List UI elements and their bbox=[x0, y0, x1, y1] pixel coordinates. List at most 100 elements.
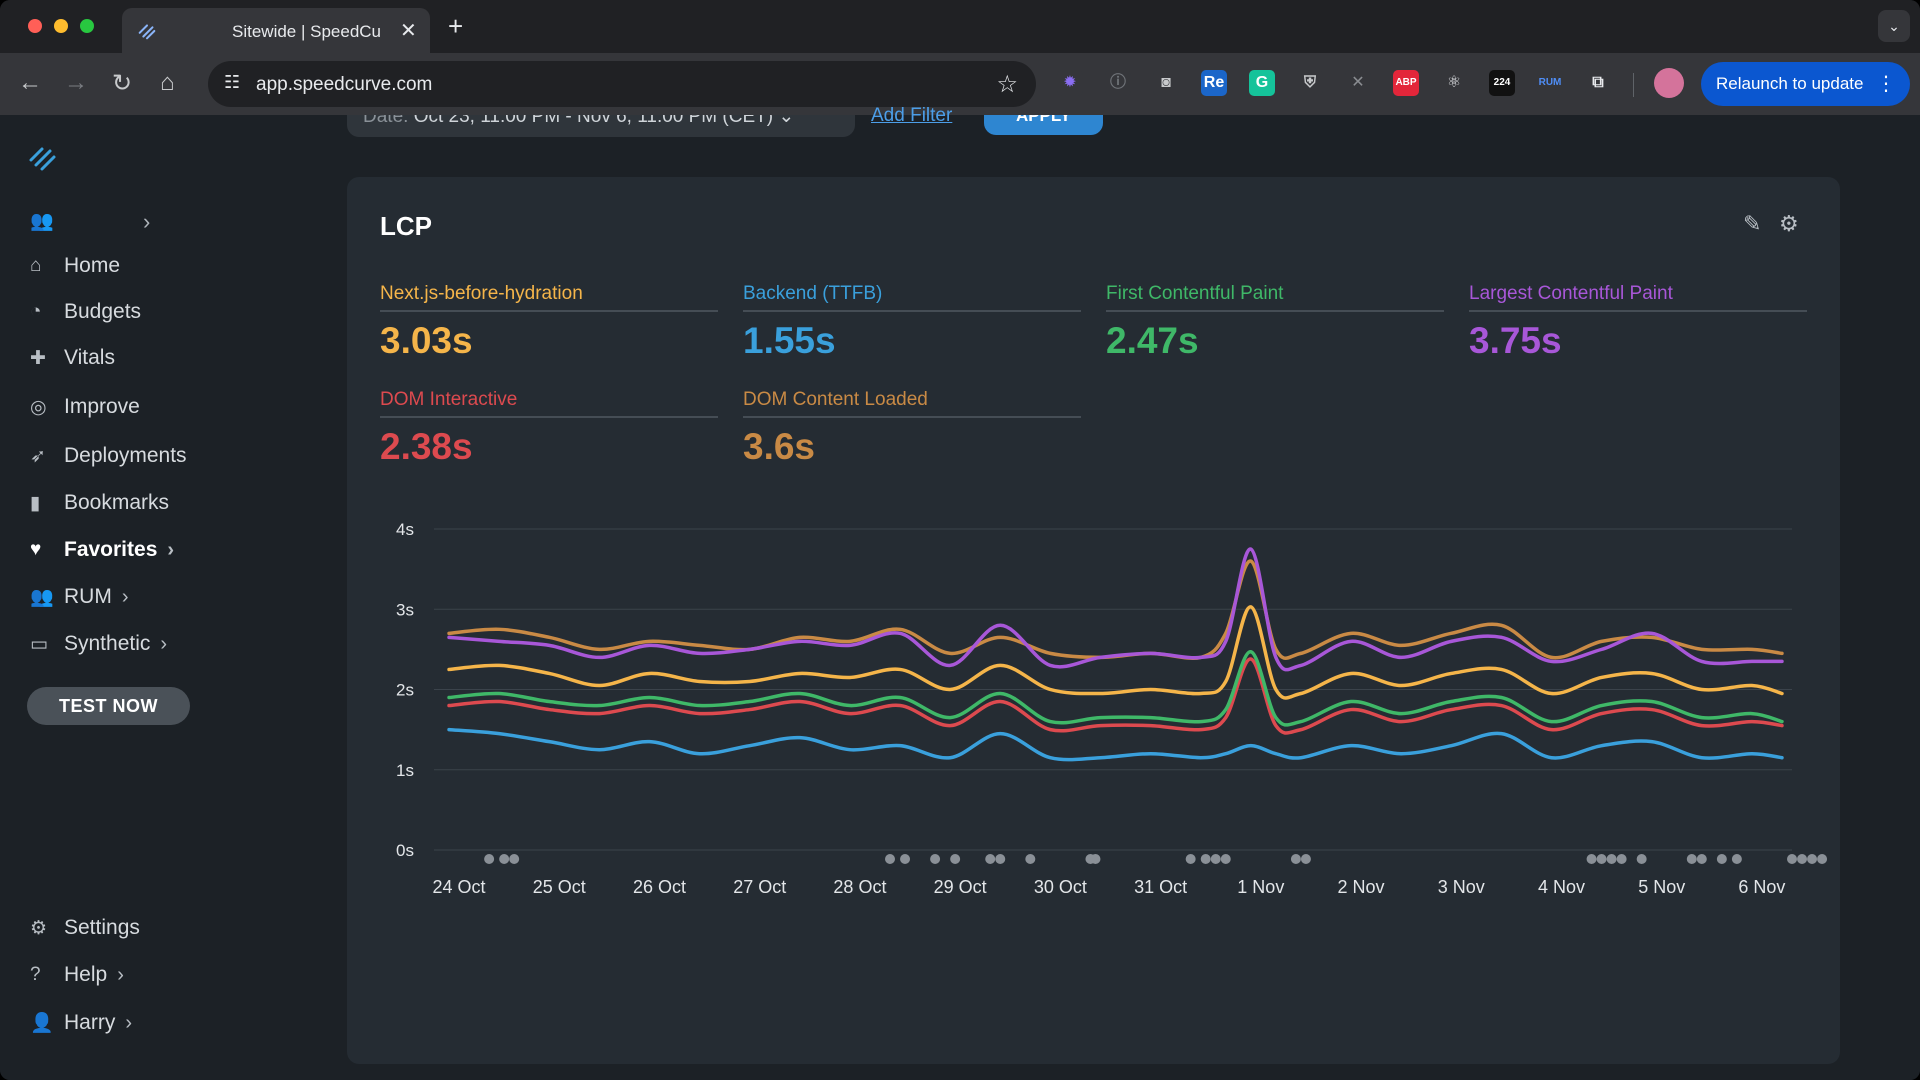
deployment-marker[interactable] bbox=[1290, 854, 1301, 864]
series-line-dom-interactive[interactable] bbox=[447, 657, 1784, 735]
tab-search-icon[interactable]: ⌄ bbox=[1878, 10, 1910, 42]
sidebar-item-label: Vitals bbox=[64, 346, 115, 369]
minimize-window-button[interactable] bbox=[54, 19, 68, 33]
deployment-marker[interactable] bbox=[985, 854, 996, 864]
deployment-marker[interactable] bbox=[1797, 854, 1808, 864]
chevron-right-icon: › bbox=[160, 632, 168, 655]
gear-extension-icon[interactable]: ✹ bbox=[1057, 70, 1083, 96]
relaunch-button[interactable]: Relaunch to update ⋮ bbox=[1701, 62, 1910, 106]
deployment-marker[interactable] bbox=[484, 854, 495, 864]
info-extension-icon[interactable]: ⓘ bbox=[1105, 70, 1131, 96]
new-tab-icon[interactable]: + bbox=[448, 11, 464, 41]
test-now-button[interactable]: TEST NOW bbox=[27, 687, 190, 725]
x-tick-label: 29 Oct bbox=[934, 877, 987, 897]
deployment-marker[interactable] bbox=[1210, 854, 1221, 864]
sidebar-item-user[interactable]: 👤 Harry › bbox=[30, 1006, 132, 1040]
deployment-marker[interactable] bbox=[1807, 854, 1818, 864]
react-extension-icon[interactable]: ⚛ bbox=[1441, 70, 1467, 96]
deployment-marker[interactable] bbox=[1817, 854, 1828, 864]
inp-extension-icon[interactable]: 224 bbox=[1489, 70, 1515, 96]
deployment-marker[interactable] bbox=[995, 854, 1006, 864]
sidebar-item-label: Favorites bbox=[64, 538, 158, 561]
sidebar-item-label: Budgets bbox=[64, 300, 142, 323]
puzzle-extension-icon[interactable]: ⧉ bbox=[1585, 70, 1611, 96]
sidebar-item-favorites[interactable]: ♥ Favorites › bbox=[30, 533, 174, 567]
pen-extension-icon[interactable]: ✕ bbox=[1345, 70, 1371, 96]
site-settings-icon[interactable]: ☷ bbox=[224, 72, 241, 92]
forward-arrow-icon[interactable]: → bbox=[64, 69, 88, 96]
adblock-extension-icon[interactable]: ABP bbox=[1393, 70, 1419, 96]
gear-icon[interactable]: ⚙ bbox=[1779, 211, 1799, 236]
profile-avatar[interactable] bbox=[1654, 68, 1684, 98]
grammarly-extension-icon[interactable]: G bbox=[1249, 70, 1275, 96]
deployment-marker[interactable] bbox=[1616, 854, 1627, 864]
speedcurve-logo-icon[interactable] bbox=[26, 141, 58, 173]
camera-extension-icon[interactable]: ◙ bbox=[1153, 70, 1179, 96]
deployment-marker[interactable] bbox=[1606, 854, 1617, 864]
sidebar-item-label: Harry bbox=[64, 1011, 116, 1034]
team-switcher[interactable]: 👥 › bbox=[30, 209, 160, 239]
sidebar-item-improve[interactable]: ◎ Improve bbox=[30, 390, 140, 424]
add-filter-link[interactable]: Add Filter bbox=[871, 105, 953, 126]
deployment-marker[interactable] bbox=[1596, 854, 1607, 864]
deployment-marker[interactable] bbox=[499, 854, 510, 864]
maximize-window-button[interactable] bbox=[80, 19, 94, 33]
sidebar-item-bookmarks[interactable]: ▮ Bookmarks bbox=[30, 486, 169, 520]
apply-button[interactable]: APPLY bbox=[984, 115, 1103, 135]
series-line-backend-ttfb[interactable] bbox=[447, 727, 1784, 762]
deployment-marker[interactable] bbox=[1185, 854, 1196, 864]
deployment-marker[interactable] bbox=[930, 854, 941, 864]
pencil-icon[interactable]: ✎ bbox=[1743, 211, 1762, 236]
sidebar-item-rum[interactable]: 👥 RUM › bbox=[30, 580, 129, 614]
more-menu-icon[interactable]: ⋮ bbox=[1876, 73, 1896, 95]
sidebar-item-vitals[interactable]: ✚ Vitals bbox=[30, 341, 115, 375]
deployment-marker[interactable] bbox=[950, 854, 961, 864]
sidebar-item-home[interactable]: ⌂ Home bbox=[30, 249, 120, 283]
deployment-marker[interactable] bbox=[1636, 854, 1647, 864]
date-filter[interactable]: Date: Oct 23, 11:00 PM - Nov 6, 11:00 PM… bbox=[347, 115, 855, 137]
chevron-down-icon: ⌄ bbox=[778, 115, 795, 127]
bookmark-star-icon[interactable]: ☆ bbox=[996, 71, 1018, 98]
url-text[interactable]: app.speedcurve.com bbox=[256, 74, 433, 95]
x-tick-label: 24 Oct bbox=[433, 877, 486, 897]
re-extension-icon[interactable]: Re bbox=[1201, 70, 1227, 96]
chevron-right-icon: › bbox=[121, 585, 129, 608]
y-tick-label: 3s bbox=[396, 600, 414, 619]
sidebar-item-label: Help bbox=[64, 963, 108, 986]
deployment-marker[interactable] bbox=[1686, 854, 1697, 864]
sidebar-item-help[interactable]: ? Help › bbox=[30, 958, 124, 992]
browser-tab[interactable]: Sitewide | SpeedCurve ✕ bbox=[122, 8, 430, 53]
close-window-button[interactable] bbox=[28, 19, 42, 33]
series-line-first-contentful-paint[interactable] bbox=[447, 650, 1784, 727]
sidebar-item-synthetic[interactable]: ▭ Synthetic › bbox=[30, 627, 167, 661]
deployment-marker[interactable] bbox=[1731, 854, 1742, 864]
deployment-marker[interactable] bbox=[1716, 854, 1727, 864]
close-tab-icon[interactable]: ✕ bbox=[400, 20, 417, 42]
shield-extension-icon[interactable]: ⛨ bbox=[1297, 70, 1323, 96]
home-button-icon[interactable]: ⌂ bbox=[160, 69, 175, 96]
sidebar-item-settings[interactable]: ⚙ Settings bbox=[30, 911, 140, 945]
deployment-marker[interactable] bbox=[1300, 854, 1311, 864]
reload-icon[interactable]: ↻ bbox=[112, 70, 133, 97]
address-bar[interactable]: ☷ app.speedcurve.com ☆ bbox=[208, 61, 1036, 107]
series-line-largest-contentful-paint[interactable] bbox=[447, 547, 1784, 672]
deployment-marker[interactable] bbox=[1200, 854, 1211, 864]
back-arrow-icon[interactable]: ← bbox=[18, 69, 42, 96]
rum-extension-icon[interactable]: RUM bbox=[1537, 70, 1563, 96]
sidebar-item-budgets[interactable]: ◔ Budgets bbox=[30, 295, 141, 329]
deployment-marker[interactable] bbox=[1787, 854, 1797, 864]
rocket-icon: ➶ bbox=[30, 445, 46, 467]
series-line-next-js-before-hydration[interactable] bbox=[447, 605, 1784, 700]
gauge-icon: ◔ bbox=[30, 301, 42, 322]
deployment-marker[interactable] bbox=[1025, 854, 1036, 864]
help-icon: ? bbox=[30, 964, 41, 985]
deployment-marker[interactable] bbox=[1090, 854, 1101, 864]
deployment-marker[interactable] bbox=[509, 854, 520, 864]
sidebar-item-deployments[interactable]: ➶ Deployments bbox=[30, 439, 187, 473]
x-tick-label: 4 Nov bbox=[1538, 877, 1585, 897]
deployment-marker[interactable] bbox=[1220, 854, 1231, 864]
deployment-marker[interactable] bbox=[885, 854, 896, 864]
deployment-marker[interactable] bbox=[1586, 854, 1597, 864]
deployment-marker[interactable] bbox=[1696, 854, 1707, 864]
deployment-marker[interactable] bbox=[900, 854, 911, 864]
